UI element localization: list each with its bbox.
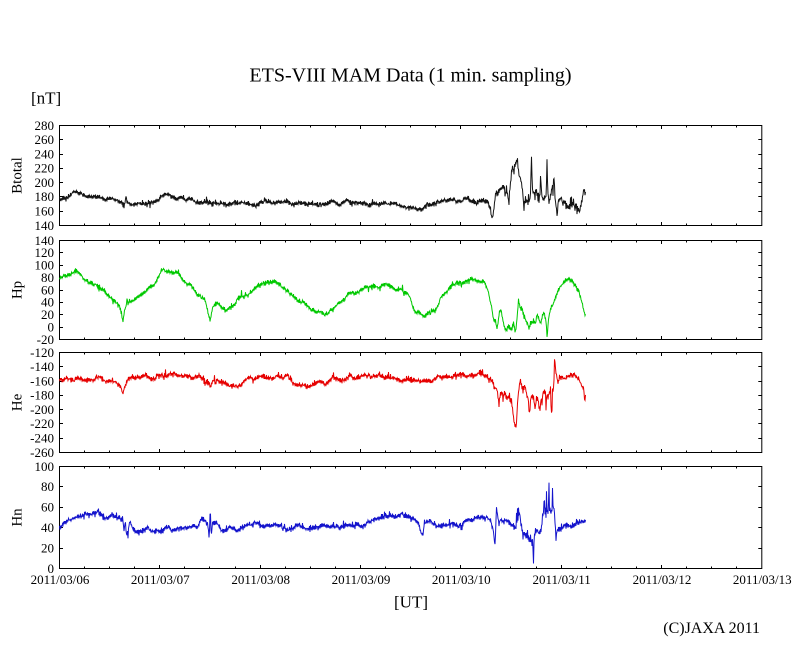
svg-text:2011/03/13: 2011/03/13 xyxy=(733,572,792,587)
svg-text:180: 180 xyxy=(35,189,55,204)
svg-text:2011/03/07: 2011/03/07 xyxy=(131,572,190,587)
svg-text:280: 280 xyxy=(35,118,55,133)
svg-text:-220: -220 xyxy=(30,416,54,431)
svg-text:2011/03/10: 2011/03/10 xyxy=(432,572,491,587)
svg-text:-260: -260 xyxy=(30,445,54,460)
svg-text:He: He xyxy=(10,393,26,411)
svg-text:2011/03/09: 2011/03/09 xyxy=(332,572,391,587)
svg-text:240: 240 xyxy=(35,146,55,161)
svg-text:20: 20 xyxy=(41,307,54,322)
svg-text:Hn: Hn xyxy=(10,508,26,527)
svg-text:100: 100 xyxy=(35,258,55,273)
svg-text:-200: -200 xyxy=(30,402,54,417)
svg-text:140: 140 xyxy=(35,233,55,248)
svg-text:0: 0 xyxy=(48,561,55,576)
svg-text:220: 220 xyxy=(35,161,55,176)
svg-text:-140: -140 xyxy=(30,359,54,374)
svg-text:2011/03/12: 2011/03/12 xyxy=(633,572,692,587)
svg-text:(C)JAXA 2011: (C)JAXA 2011 xyxy=(663,620,760,637)
svg-text:2011/03/06: 2011/03/06 xyxy=(31,572,90,587)
svg-text:-240: -240 xyxy=(30,431,54,446)
svg-text:ETS-VIII MAM Data (1 min. samp: ETS-VIII MAM Data (1 min. sampling) xyxy=(249,65,571,87)
svg-text:-120: -120 xyxy=(30,345,54,360)
svg-text:Btotal: Btotal xyxy=(10,157,26,194)
svg-text:40: 40 xyxy=(41,295,54,310)
svg-text:-180: -180 xyxy=(30,388,54,403)
svg-text:[UT]: [UT] xyxy=(394,593,428,612)
svg-text:-160: -160 xyxy=(30,373,54,388)
svg-text:100: 100 xyxy=(35,459,55,474)
svg-text:140: 140 xyxy=(35,218,55,233)
svg-text:60: 60 xyxy=(41,500,54,515)
svg-text:Hp: Hp xyxy=(10,281,26,299)
svg-text:-20: -20 xyxy=(37,332,54,347)
svg-text:260: 260 xyxy=(35,132,55,147)
svg-text:80: 80 xyxy=(41,270,54,285)
svg-text:120: 120 xyxy=(35,245,55,260)
svg-text:80: 80 xyxy=(41,479,54,494)
svg-text:[nT]: [nT] xyxy=(31,89,61,108)
svg-text:20: 20 xyxy=(41,540,54,555)
svg-text:2011/03/08: 2011/03/08 xyxy=(231,572,290,587)
svg-text:2011/03/11: 2011/03/11 xyxy=(532,572,590,587)
svg-text:40: 40 xyxy=(41,520,54,535)
svg-text:160: 160 xyxy=(35,204,55,219)
svg-text:0: 0 xyxy=(48,319,55,334)
svg-text:200: 200 xyxy=(35,175,55,190)
svg-text:60: 60 xyxy=(41,282,54,297)
